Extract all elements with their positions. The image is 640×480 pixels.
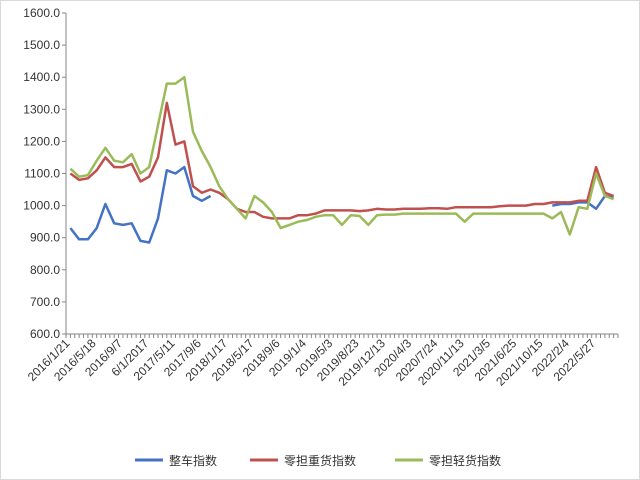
y-tick-label: 1500.0 — [23, 38, 60, 52]
series-line — [69, 101, 615, 220]
legend-label: 零担轻货指数 — [429, 453, 501, 468]
legend-label: 零担重货指数 — [284, 453, 356, 468]
y-tick-label: 1100.0 — [24, 167, 60, 181]
series-line — [69, 75, 615, 236]
y-tick-label: 1000.0 — [23, 199, 60, 213]
y-tick-label: 1600.0 — [23, 6, 60, 20]
y-tick-label: 900.0 — [30, 231, 60, 245]
legend-label: 整车指数 — [169, 453, 217, 468]
y-tick-label: 1400.0 — [23, 70, 60, 84]
y-tick-label: 700.0 — [30, 295, 60, 309]
y-tick-label: 600.0 — [30, 327, 60, 341]
y-tick-label: 1300.0 — [23, 102, 60, 116]
y-tick-label: 1200.0 — [23, 134, 60, 148]
series-line — [69, 165, 614, 244]
y-tick-label: 800.0 — [30, 263, 60, 277]
